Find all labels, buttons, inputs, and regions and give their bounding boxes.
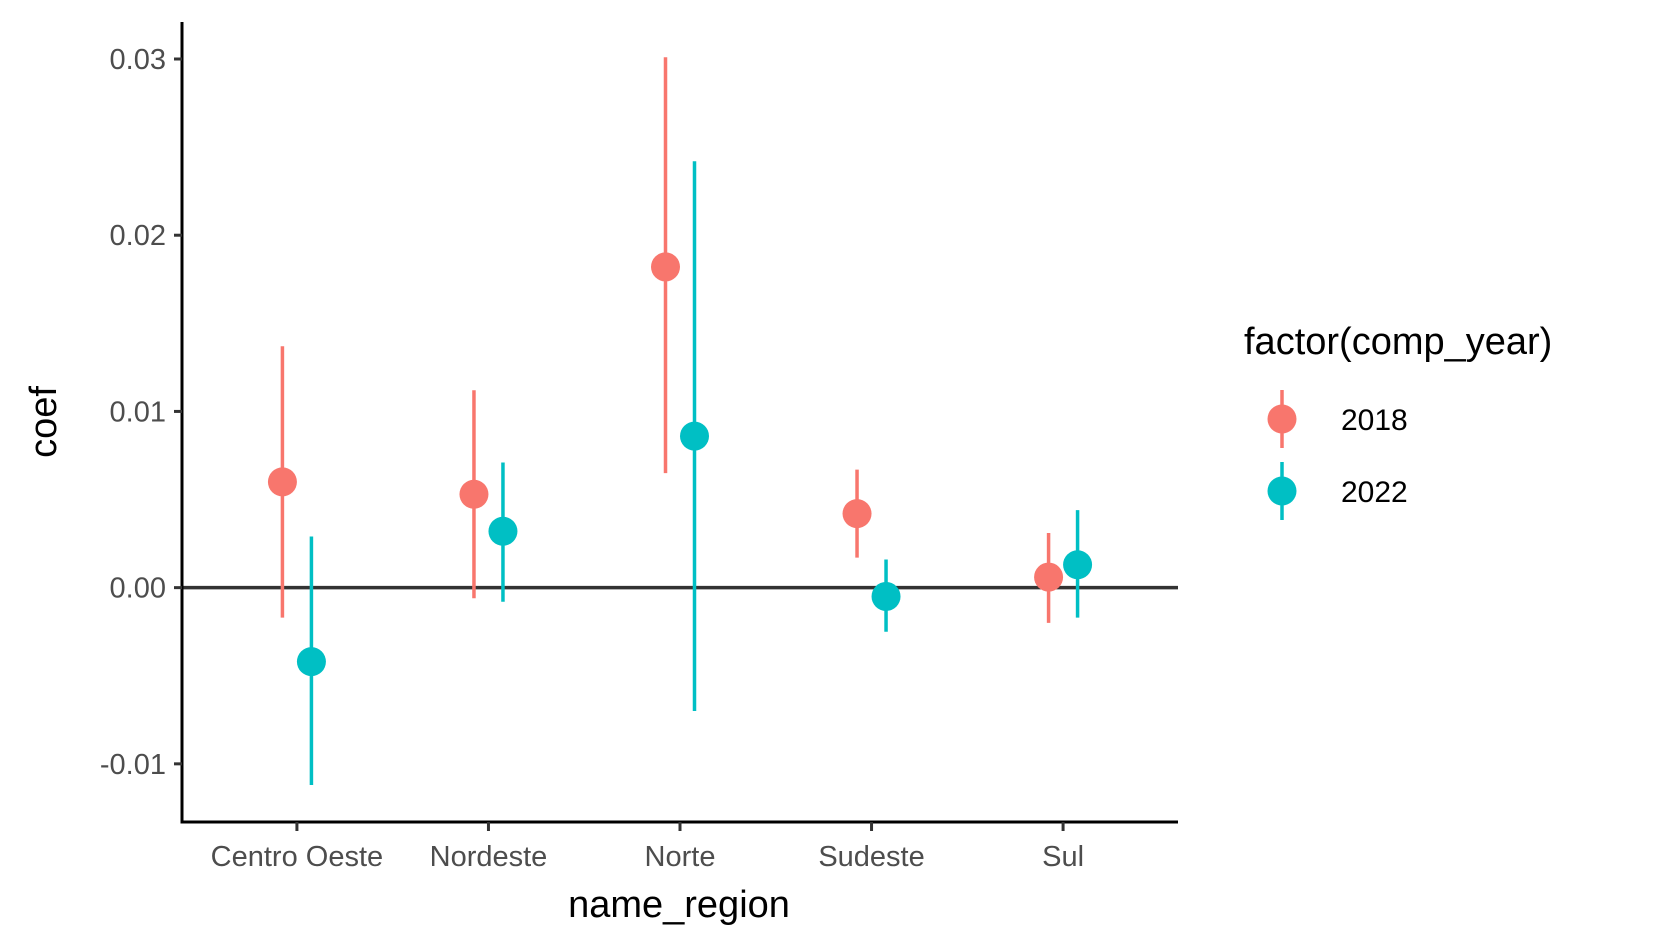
legend: factor(comp_year) 2018 2022: [1244, 321, 1552, 520]
y-tick-label-3: 0.02: [110, 220, 166, 252]
series-2022: [296, 161, 1093, 785]
y-tick-label-1: 0.00: [110, 573, 166, 605]
legend-title: factor(comp_year): [1244, 321, 1552, 363]
x-axis-title: name_region: [568, 884, 790, 926]
point-2018-4: [1034, 562, 1064, 592]
legend-label-2018: 2018: [1341, 404, 1408, 437]
axes: [180, 22, 1178, 824]
plot-area: [182, 57, 1178, 785]
y-ticks: -0.01 0.00 0.01 0.02 0.03: [100, 44, 182, 781]
x-tick-label-2: Norte: [645, 841, 716, 873]
point-2022-0: [296, 647, 326, 677]
x-tick-label-3: Sudeste: [818, 841, 924, 873]
legend-key-point-2022: [1267, 476, 1297, 506]
x-ticks: Centro Oeste Nordeste Norte Sudeste Sul: [211, 822, 1084, 873]
y-tick-label-4: 0.03: [110, 44, 166, 76]
y-tick-label-0: -0.01: [100, 749, 166, 781]
point-2022-1: [488, 516, 518, 546]
point-2018-1: [459, 479, 489, 509]
legend-key-point-2018: [1267, 404, 1297, 434]
x-tick-label-1: Nordeste: [430, 841, 548, 873]
point-2018-3: [842, 499, 872, 529]
x-tick-label-4: Sul: [1042, 841, 1084, 873]
y-tick-label-2: 0.01: [110, 396, 166, 428]
legend-label-2022: 2022: [1341, 476, 1408, 509]
point-2022-3: [871, 581, 901, 611]
y-axis-title: coef: [23, 386, 65, 458]
point-2022-2: [680, 421, 709, 451]
x-tick-label-0: Centro Oeste: [211, 841, 383, 873]
point-2022-4: [1063, 550, 1093, 580]
series-2018: [267, 57, 1064, 623]
point-2018-2: [651, 252, 680, 282]
point-2018-0: [267, 467, 297, 497]
